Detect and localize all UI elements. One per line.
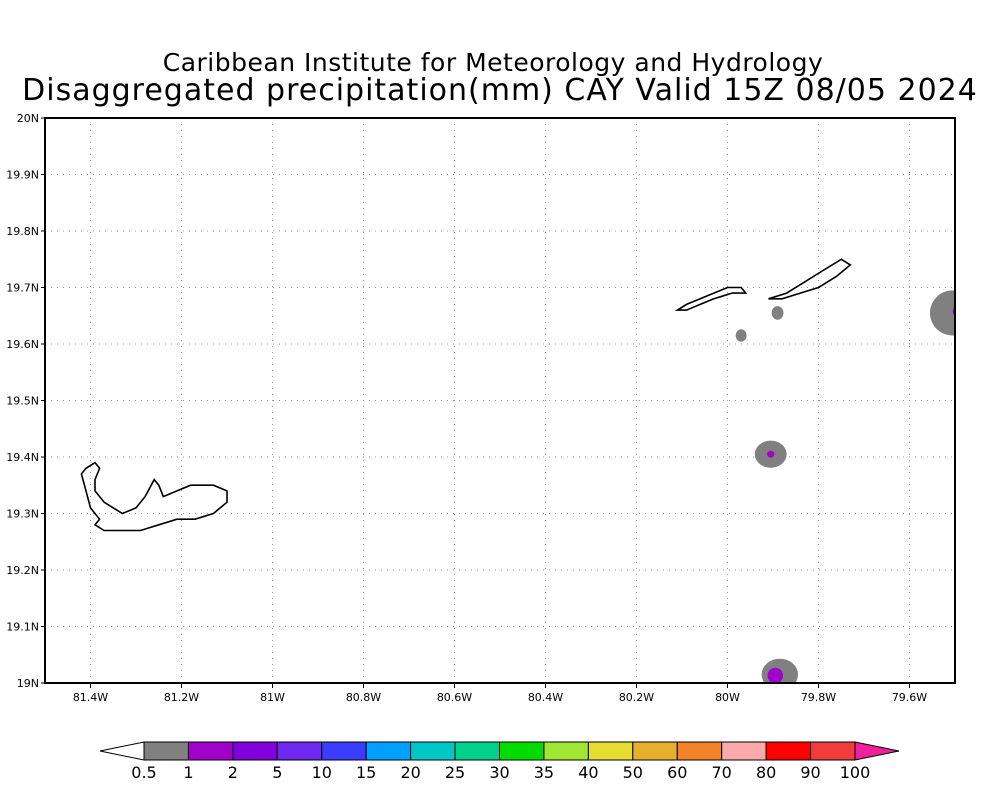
colorbar-label: 5	[272, 763, 282, 782]
y-tick-label: 19.4N	[6, 451, 39, 464]
precip-area	[929, 290, 955, 336]
colorbar-swatch	[676, 741, 723, 761]
title-institute: Caribbean Institute for Meteorology and …	[162, 48, 824, 77]
colorbar-swatch	[454, 741, 500, 761]
island-little-cayman	[674, 286, 748, 311]
y-tick-label: 19.5N	[6, 395, 39, 408]
colorbar-label: 90	[800, 763, 820, 782]
colorbar-label: 100	[840, 763, 871, 782]
precip-area	[735, 329, 747, 342]
colorbar-swatch	[810, 741, 856, 761]
colorbar: 0.5 1 2 5 10 15 20 25 30 35 40 50 60 70 80 90 100	[99, 741, 900, 782]
x-tick-label: 80.4W	[528, 691, 563, 704]
x-tick-label: 80W	[715, 691, 740, 704]
colorbar-swatch	[143, 741, 189, 761]
y-tick-label: 19.7N	[6, 282, 39, 295]
y-tick-label: 19.2N	[6, 564, 39, 577]
coastlines	[80, 258, 852, 532]
colorbar-label: 70	[712, 763, 732, 782]
colorbar-label: 35	[534, 763, 554, 782]
colorbar-label: 25	[445, 763, 465, 782]
precip-area	[767, 450, 775, 458]
y-tick-label: 19N	[17, 677, 39, 690]
title-product: Disaggregated precipitation(mm) CAY Vali…	[22, 73, 978, 108]
colorbar-swatch	[721, 741, 767, 761]
precip-area	[952, 306, 955, 316]
colorbar-swatch	[321, 741, 367, 761]
colorbar-label: 2	[228, 763, 238, 782]
y-tick-label: 20N	[17, 112, 39, 125]
colorbar-label: 10	[312, 763, 332, 782]
precip-area	[771, 306, 784, 320]
colorbar-swatch	[276, 741, 323, 761]
colorbar-swatch	[499, 741, 545, 761]
colorbar-label: 80	[756, 763, 776, 782]
x-tick-label: 80.8W	[346, 691, 381, 704]
x-tick-label: 79.6W	[892, 691, 927, 704]
x-tick-label: 81.2W	[164, 691, 199, 704]
colorbar-label: 30	[489, 763, 509, 782]
y-axis-ticks: 20N 19.9N 19.8N 19.7N 19.6N 19.5N 19.4N 19.3N 19…	[6, 112, 45, 690]
y-tick-label: 19.8N	[6, 225, 39, 238]
colorbar-label: 1	[183, 763, 193, 782]
y-tick-label: 19.6N	[6, 338, 39, 351]
island-cayman-brac	[768, 258, 852, 300]
x-tick-label: 79.8W	[801, 691, 836, 704]
colorbar-swatch	[232, 741, 278, 761]
colorbar-swatch	[187, 741, 234, 761]
y-tick-label: 19.9N	[6, 169, 39, 182]
x-tick-label: 81W	[260, 691, 285, 704]
colorbar-over-arrow	[854, 741, 900, 761]
colorbar-swatch	[632, 741, 678, 761]
colorbar-under-arrow	[99, 741, 145, 761]
island-grand-cayman	[80, 461, 228, 532]
colorbar-label: 20	[400, 763, 420, 782]
grid-lines	[45, 118, 955, 683]
colorbar-label: 15	[356, 763, 376, 782]
colorbar-label: 0.5	[131, 763, 156, 782]
x-tick-label: 80.6W	[437, 691, 472, 704]
colorbar-swatch	[365, 741, 412, 761]
colorbar-label: 50	[623, 763, 643, 782]
colorbar-label: 40	[578, 763, 598, 782]
x-tick-label: 81.4W	[73, 691, 108, 704]
colorbar-swatch	[410, 741, 456, 761]
y-tick-label: 19.1N	[6, 621, 39, 634]
colorbar-label: 60	[667, 763, 687, 782]
precip-area	[767, 667, 784, 683]
colorbar-swatch	[765, 741, 812, 761]
colorbar-swatch	[543, 741, 589, 761]
colorbar-swatch	[587, 741, 634, 761]
precip-areas	[735, 290, 955, 683]
x-axis-ticks: 81.4W 81.2W 81W 80.8W 80.6W 80.4W 80.2W 80W 79.8…	[73, 683, 927, 704]
y-tick-label: 19.3N	[6, 508, 39, 521]
x-tick-label: 80.2W	[619, 691, 654, 704]
